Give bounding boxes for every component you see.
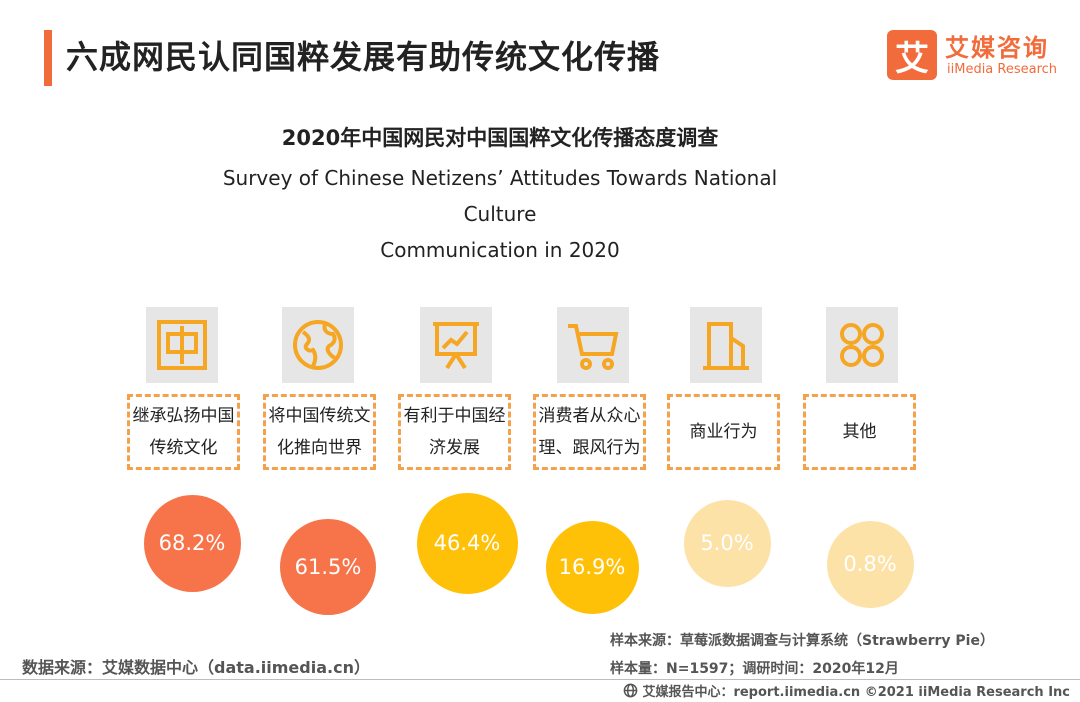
category-label: 将中国传统文 化推向世界: [263, 394, 376, 470]
footer-divider: [0, 679, 1080, 680]
data-source: 数据来源：艾媒数据中心（data.iimedia.cn）: [22, 658, 370, 677]
value-bubble: 16.9%: [545, 520, 639, 614]
category-label: 商业行为: [667, 394, 780, 470]
chart-subtitle-line-2: Communication in 2020: [380, 238, 620, 262]
category-label: 继承弘扬中国 传统文化: [127, 394, 240, 470]
presentation-chart-icon: [420, 307, 492, 383]
china-character-icon: [146, 307, 218, 383]
sample-source: 样本来源：草莓派数据调查与计算系统（Strawberry Pie）: [610, 633, 994, 649]
value-bubble: 46.4%: [416, 492, 518, 594]
grid-dots-icon: [826, 307, 898, 383]
category-label: 消费者从众心 理、跟风行为: [533, 394, 646, 470]
chart-subtitle: Survey of Chinese Netizens’ Attitudes To…: [190, 160, 810, 268]
logo-english-name: iiMedia Research: [947, 62, 1058, 77]
footer-copyright: 艾媒报告中心：report.iimedia.cn ©2021 iiMedia R…: [623, 681, 1070, 700]
category-label: 有利于中国经 济发展: [398, 394, 511, 470]
sample-size: 样本量：N=1597；调研时间：2020年12月: [610, 661, 899, 677]
category-label-text: 消费者从众心 理、跟风行为: [538, 406, 641, 458]
shopping-cart-icon: [557, 307, 629, 383]
globe-small-icon: [624, 683, 638, 698]
building-icon: [690, 307, 762, 383]
value-bubble: 61.5%: [280, 519, 376, 615]
title-accent-bar: [44, 30, 52, 86]
iimedia-logo: 艾 艾媒咨询 iiMedia Research: [887, 28, 1062, 84]
globe-icon: [282, 307, 354, 383]
category-label-text: 商业行为: [689, 422, 758, 442]
logo-mark: 艾: [887, 30, 937, 80]
chart-subtitle-line-1: Survey of Chinese Netizens’ Attitudes To…: [222, 166, 778, 226]
category-label-text: 有利于中国经 济发展: [403, 406, 506, 458]
page-title: 六成网民认同国粹发展有助传统文化传播: [66, 38, 661, 76]
category-label-text: 将中国传统文 化推向世界: [268, 406, 371, 458]
category-label: 其他: [803, 394, 916, 470]
value-bubble: 68.2%: [143, 494, 241, 592]
logo-chinese-name: 艾媒咨询: [945, 34, 1049, 62]
chart-title: 2020年中国网民对中国国粹文化传播态度调查: [281, 126, 719, 150]
category-label-text: 其他: [842, 422, 877, 442]
value-bubble: 0.8%: [826, 520, 914, 608]
copyright-text: 艾媒报告中心：report.iimedia.cn ©2021 iiMedia R…: [642, 685, 1070, 700]
category-label-text: 继承弘扬中国 传统文化: [132, 406, 235, 458]
value-bubble: 5.0%: [683, 499, 771, 587]
